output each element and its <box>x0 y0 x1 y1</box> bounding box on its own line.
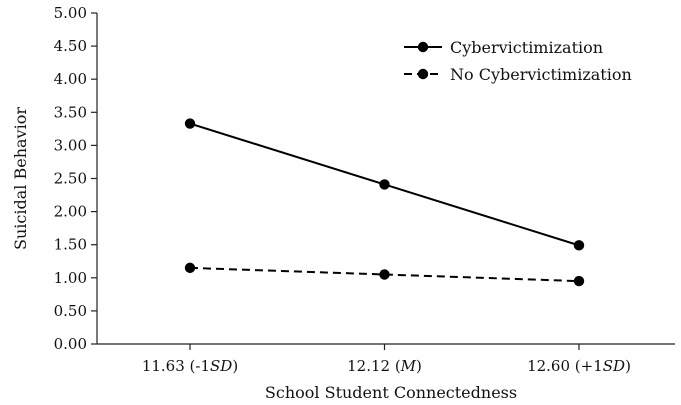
data-point <box>573 240 585 251</box>
data-point <box>184 262 196 274</box>
series-1 <box>184 118 585 251</box>
x-tick-label: 12.60 (+1SD) <box>527 357 631 375</box>
legend-label: Cybervictimization <box>450 38 603 57</box>
series-2 <box>184 262 585 287</box>
axes <box>96 13 675 345</box>
legend-label: No Cybervictimization <box>450 65 632 84</box>
series-layer <box>184 118 585 287</box>
data-point <box>379 269 390 280</box>
y-tick-label: 0.50 <box>54 302 87 320</box>
legend-item: Cybervictimization <box>404 38 603 57</box>
y-tick-label: 2.50 <box>54 170 87 188</box>
y-tick-label: 5.00 <box>54 4 87 22</box>
legend-marker <box>417 41 429 53</box>
y-axis-ticks: 0.00 0.50 1.00 1.50 2.00 2.50 3.00 3.50 4.00 4.50… <box>54 4 97 353</box>
legend-item: No Cybervictimization <box>404 65 632 84</box>
x-tick-label: 12.12 (M) <box>347 357 422 375</box>
x-tick-label: 11.63 (-1SD) <box>142 357 238 375</box>
y-axis-title: Suicidal Behavior <box>11 107 30 250</box>
legend-marker <box>417 68 429 80</box>
y-tick-label: 4.00 <box>54 70 87 88</box>
data-point <box>573 275 585 287</box>
y-tick-label: 0.00 <box>54 335 87 353</box>
data-point <box>379 179 390 190</box>
y-tick-label: 3.00 <box>54 136 87 154</box>
x-axis-ticks: 11.63 (-1SD) 12.12 (M) 12.60 (+1SD) <box>142 344 631 375</box>
data-point <box>184 118 196 129</box>
y-tick-label: 3.50 <box>54 103 87 121</box>
y-tick-label: 2.00 <box>54 203 87 221</box>
y-tick-label: 1.00 <box>54 269 87 287</box>
y-tick-label: 4.50 <box>54 37 87 55</box>
legend: Cybervictimization No Cybervictimization <box>404 38 632 84</box>
y-tick-label: 1.50 <box>54 236 87 254</box>
x-axis-title: School Student Connectedness <box>265 383 517 402</box>
